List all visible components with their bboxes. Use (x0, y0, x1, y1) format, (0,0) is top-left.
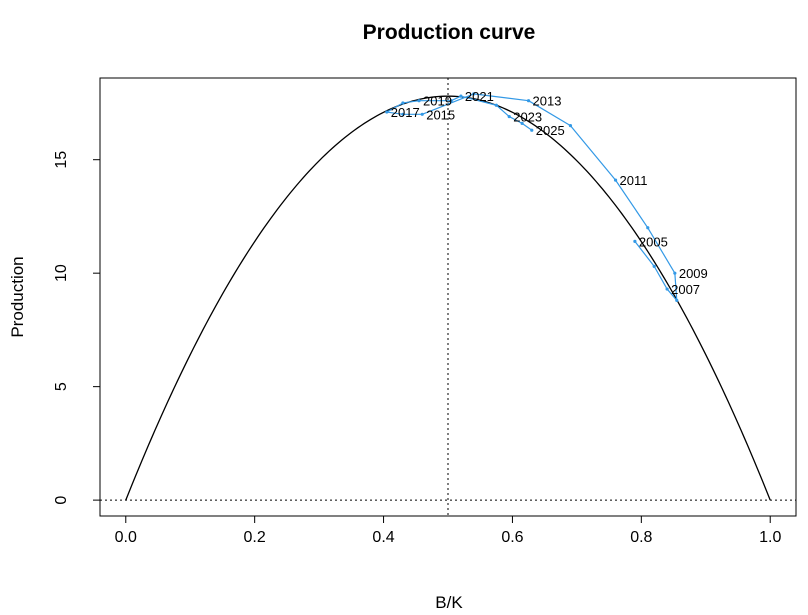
reference-lines (100, 78, 796, 516)
y-axis-label: Production (8, 256, 27, 337)
x-tick-label: 0.8 (630, 529, 652, 546)
trajectory-point-2017 (385, 110, 389, 114)
point-label-2017: 2017 (391, 105, 420, 120)
point-label-2023: 2023 (513, 110, 542, 125)
trajectory-segment (495, 104, 510, 118)
point-label-2025: 2025 (536, 123, 565, 138)
trajectory-point-2006 (652, 264, 656, 268)
trajectory-point-2008 (675, 298, 679, 303)
trajectory-point-2024 (520, 121, 524, 125)
y-tick-label: 15 (53, 151, 70, 169)
trajectory-segment (473, 93, 529, 102)
chart-title: Production curve (363, 21, 536, 44)
x-tick-label: 0.6 (501, 529, 523, 546)
y-axis: 0 5 10 15 (53, 151, 101, 505)
x-tick-label: 0.4 (372, 529, 394, 546)
trajectory-segment (569, 125, 617, 181)
y-tick-label: 5 (53, 382, 70, 391)
trajectory-point-2013 (526, 99, 531, 103)
trajectory-point-2023 (507, 114, 511, 119)
point-label-2007: 2007 (671, 282, 700, 297)
x-axis-label: B/K (435, 593, 463, 612)
y-tick-label: 10 (53, 264, 70, 282)
trajectory-segment (386, 102, 404, 113)
x-tick-label: 0.2 (244, 529, 266, 546)
trajectory-segment (647, 227, 676, 274)
production-curve (125, 95, 771, 501)
trajectory-point-2021 (459, 94, 463, 98)
trajectory-segment (521, 122, 533, 131)
trajectory-segment (634, 241, 655, 267)
x-axis: 0.0 0.2 0.4 0.6 0.8 1.0 (115, 515, 781, 546)
trajectory-segment (508, 116, 523, 124)
trajectory-point-2022 (494, 103, 498, 107)
trajectory-segment (528, 100, 571, 127)
trajectory-point-2011 (613, 178, 618, 182)
x-tick-label: 0.0 (115, 529, 137, 546)
point-label-2015: 2015 (426, 107, 455, 122)
trajectory-point-2014 (472, 92, 476, 96)
trajectory-point-2019 (417, 99, 421, 103)
trajectory-point-2018 (401, 101, 405, 105)
trajectory-point-2012 (568, 124, 573, 128)
trajectory-segment (450, 95, 462, 102)
y-tick-label: 0 (53, 496, 70, 505)
trajectory-point-2010 (646, 226, 650, 230)
point-label-2005: 2005 (639, 234, 668, 249)
trajectory-segment (386, 111, 403, 115)
trajectory-segment (460, 95, 497, 106)
production-curve-line (125, 95, 771, 501)
trajectory-segment (674, 273, 678, 301)
trajectory-segment (615, 179, 649, 229)
point-label-2009: 2009 (679, 266, 708, 281)
trajectory-point-2025 (530, 128, 534, 132)
trajectory-point-2009 (673, 271, 677, 275)
trajectory-point-2005 (633, 239, 637, 243)
trajectory-point-2015 (420, 112, 424, 116)
trajectory-segment (653, 266, 668, 290)
point-label-2013: 2013 (533, 94, 562, 109)
point-label-2021: 2021 (465, 89, 494, 104)
x-tick-label: 1.0 (759, 529, 781, 546)
point-label-2019: 2019 (423, 94, 452, 109)
point-label-2011: 2011 (620, 173, 648, 188)
trajectory-point-2016 (401, 112, 405, 116)
trajectory-segment (402, 100, 420, 104)
trajectory-point-2020 (449, 99, 453, 103)
trajectory-point-2007 (665, 287, 669, 291)
trajectory-segment (666, 288, 678, 301)
